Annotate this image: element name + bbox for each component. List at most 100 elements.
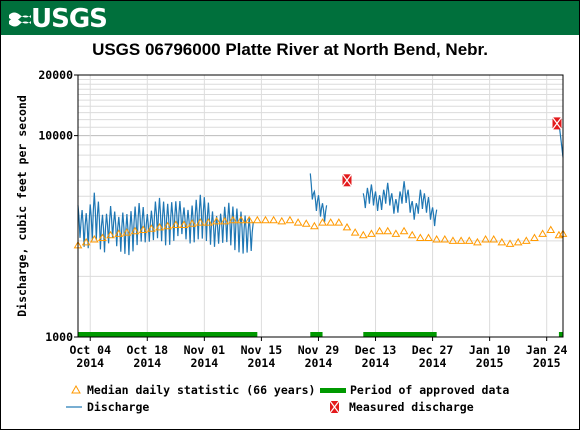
median-point: [538, 229, 547, 237]
x-tick-year: 2014: [305, 356, 333, 370]
chart-grid: [78, 74, 563, 338]
median-point: [383, 226, 393, 235]
median-point: [513, 237, 523, 246]
median-point: [236, 215, 246, 224]
approved-period-bar: [363, 332, 437, 337]
median-point: [130, 226, 140, 235]
legend-label: Measured discharge: [349, 400, 474, 414]
median-point: [407, 230, 417, 239]
median-point: [424, 233, 433, 242]
legend-swatch: [71, 384, 81, 394]
x-tick-label: Jan 24: [526, 343, 568, 357]
legend-item-discharge: Discharge: [66, 400, 149, 414]
legend-item-approved: Period of approved data: [320, 383, 509, 397]
median-point: [334, 218, 344, 226]
median-point: [285, 215, 295, 224]
median-series: [73, 215, 568, 249]
median-point: [350, 228, 360, 236]
median-point: [228, 215, 238, 224]
approved-period-bar: [78, 332, 258, 337]
x-tick-year: 2014: [362, 356, 390, 370]
median-point: [521, 236, 531, 244]
median-point: [81, 237, 91, 246]
x-tick-label: Nov 01: [184, 343, 226, 357]
median-point: [505, 239, 515, 247]
legend-label: Period of approved data: [350, 383, 509, 397]
measured-series: [342, 117, 562, 187]
chart-title: USGS 06796000 Platte River at North Bend…: [92, 40, 488, 59]
median-point: [432, 234, 442, 243]
y-tick-label: 10000: [38, 129, 73, 143]
median-point: [261, 215, 270, 224]
approved-period-bar: [310, 332, 323, 337]
median-point: [456, 236, 466, 244]
x-tick-year: 2014: [133, 356, 161, 370]
usgs-banner: USGS: [1, 1, 579, 35]
median-point: [195, 218, 205, 226]
median-point: [358, 230, 368, 239]
median-point: [546, 225, 556, 233]
y-tick-label: 20000: [38, 68, 73, 82]
discharge-line-segment: [309, 173, 328, 222]
y-tick-labels: 20000 10000 1000: [38, 68, 78, 344]
x-tick-label: Nov 29: [298, 343, 340, 357]
median-point: [171, 220, 181, 228]
median-point: [318, 218, 327, 226]
legend: Median daily statistic (66 years) Period …: [66, 383, 509, 414]
legend-swatch: [320, 388, 346, 393]
approved-period-bar: [558, 332, 563, 337]
median-point: [122, 228, 132, 236]
median-point: [269, 215, 279, 224]
median-point: [106, 230, 115, 239]
median-point: [163, 221, 173, 230]
measured-point: [552, 117, 562, 130]
median-point: [244, 215, 254, 224]
x-tick-year: 2015: [533, 356, 561, 370]
median-point: [204, 218, 213, 226]
discharge-line-segment: [362, 181, 438, 227]
median-point: [98, 233, 107, 242]
median-point: [489, 234, 499, 243]
usgs-logo[interactable]: USGS: [31, 4, 108, 34]
median-point: [481, 234, 490, 243]
measured-point: [342, 173, 352, 187]
discharge-series: [77, 123, 564, 256]
legend-item-median: Median daily statistic (66 years): [71, 383, 315, 397]
median-point: [138, 225, 148, 233]
median-point: [146, 224, 156, 232]
median-point: [399, 226, 409, 235]
x-tick-year: 2015: [476, 356, 504, 370]
median-point: [310, 221, 319, 230]
x-tick-label: Nov 15: [241, 343, 283, 357]
median-point: [440, 234, 450, 243]
x-tick-label: Oct 04: [69, 343, 111, 357]
median-point: [212, 216, 221, 225]
median-point: [473, 237, 482, 246]
x-tick-label: Dec 13: [355, 343, 397, 357]
x-tick-year: 2014: [190, 356, 218, 370]
median-point: [89, 234, 99, 243]
median-point: [326, 218, 336, 226]
x-tick-year: 2014: [419, 356, 447, 370]
x-tick-label: Jan 10: [469, 343, 511, 357]
median-point: [277, 216, 287, 225]
median-point: [391, 229, 401, 237]
median-point: [464, 236, 474, 244]
y-tick-label: 1000: [45, 330, 73, 344]
discharge-line-segment: [77, 192, 254, 256]
x-tick-year: 2014: [248, 356, 276, 370]
approved-periods: [78, 332, 563, 337]
plot-area: [77, 74, 564, 338]
median-point: [497, 237, 507, 246]
median-point: [293, 218, 303, 226]
median-point: [114, 229, 124, 237]
median-point: [155, 222, 164, 231]
legend-label: Median daily statistic (66 years): [87, 383, 315, 397]
median-point: [187, 219, 197, 227]
median-point: [448, 236, 458, 244]
median-point: [375, 226, 384, 235]
median-point: [252, 215, 262, 224]
legend-label: Discharge: [87, 400, 149, 414]
median-point: [301, 219, 311, 227]
